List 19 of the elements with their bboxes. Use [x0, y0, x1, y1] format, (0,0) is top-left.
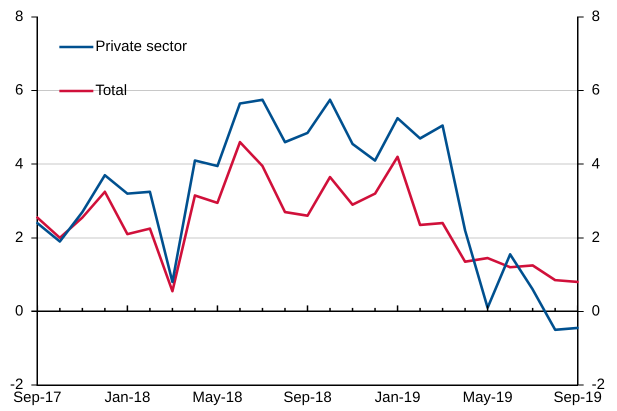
- x-tick-label: Sep-19: [553, 389, 602, 406]
- y2-tick-label: 2: [592, 228, 600, 246]
- y2-tick-label: 8: [592, 8, 600, 26]
- x-tick-label: Sep-17: [13, 389, 62, 406]
- legend-label: Total: [95, 82, 128, 100]
- x-tick-label: Jan-18: [104, 389, 150, 406]
- x-tick-label: May-18: [192, 389, 242, 406]
- y2-tick-label: 6: [592, 82, 600, 99]
- y-tick-label: 0: [14, 302, 24, 320]
- legend-label: Private sector: [95, 38, 188, 56]
- y2-tick-label: 4: [592, 155, 600, 172]
- x-tick-label: May-19: [462, 389, 513, 406]
- y-tick-label: 4: [14, 155, 24, 172]
- x-tick-label: Sep-18: [283, 389, 332, 406]
- y-tick-label: 8: [14, 8, 24, 26]
- y-tick-label: 2: [14, 228, 24, 246]
- y2-tick-label: 0: [592, 302, 600, 320]
- y-tick-label: 6: [14, 82, 24, 99]
- x-tick-label: Jan-19: [374, 389, 420, 406]
